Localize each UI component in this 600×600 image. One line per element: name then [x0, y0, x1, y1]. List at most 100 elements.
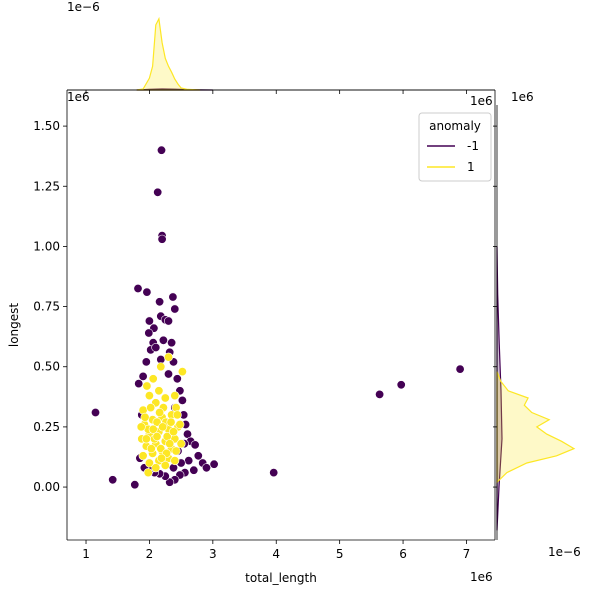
- scatter-point: [169, 427, 179, 437]
- scatter-point: [153, 187, 163, 197]
- scatter-point: [177, 395, 187, 405]
- legend-frame: [418, 112, 492, 182]
- scatter-point: [156, 444, 166, 454]
- legend-label-neg1: -1: [467, 139, 479, 153]
- scatter-point: [146, 403, 156, 413]
- legend-label-pos1: 1: [467, 160, 475, 174]
- scatter-point: [164, 369, 174, 379]
- x-tick-label: 1: [82, 547, 90, 561]
- axis-ticks: 1 2 3 4 5 6 7 0.00 0.25 0.50 0.75 1.00 1.25 1.50: [33, 90, 497, 561]
- scatter-point: [130, 480, 140, 490]
- scatter-point: [142, 287, 152, 297]
- scatter-point: [168, 292, 178, 302]
- scatter-point: [144, 316, 154, 326]
- scatter-point: [155, 297, 165, 307]
- y-axis-offset-label: 1e6: [67, 90, 90, 104]
- scatter-point: [455, 364, 465, 374]
- scatter-point: [142, 381, 152, 391]
- axis-spines: [66, 89, 496, 541]
- scatter-point: [202, 463, 212, 473]
- scatter-point: [155, 407, 165, 417]
- scatter-point: [152, 417, 162, 427]
- scatter-point: [146, 444, 156, 454]
- scatter-point: [148, 424, 158, 434]
- scatter-point: [143, 468, 153, 478]
- y-tick-label: 0.00: [33, 480, 60, 494]
- scatter-point: [269, 468, 279, 478]
- scatter-point: [158, 422, 168, 432]
- scatter-point: [156, 362, 166, 372]
- scatter-point: [165, 477, 175, 487]
- x-tick-label: 2: [146, 547, 154, 561]
- scatter-point: [152, 431, 162, 441]
- scatter-point: [134, 379, 144, 389]
- scatter-point: [170, 456, 180, 466]
- scatter-point: [170, 391, 180, 401]
- scatter-point: [164, 316, 174, 326]
- scatter-point: [157, 453, 167, 463]
- y-tick-label: 0.25: [33, 420, 60, 434]
- scatter-point: [136, 422, 146, 432]
- scatter-point: [160, 393, 170, 403]
- x-tick-label: 4: [272, 547, 280, 561]
- scatter-point: [176, 439, 186, 449]
- scatter-point: [175, 419, 185, 429]
- legend-title: anomaly: [429, 119, 481, 133]
- y-tick-label: 0.75: [33, 300, 60, 314]
- scatter-point: [144, 328, 154, 338]
- scatter-plot-area: [91, 145, 465, 490]
- x-tick-label: 3: [209, 547, 217, 561]
- scatter-point: [375, 389, 385, 399]
- scatter-point: [91, 407, 101, 417]
- scatter-point: [141, 357, 151, 367]
- series-pos1: [136, 352, 187, 478]
- scatter-point: [157, 234, 167, 244]
- legend: anomaly -1 1: [418, 112, 492, 182]
- scatter-point: [158, 335, 168, 345]
- scatter-point: [157, 145, 167, 155]
- top-marginal-x-offset-label: 1e6: [470, 94, 493, 108]
- y-axis-label: longest: [7, 303, 21, 348]
- scatter-point: [133, 283, 143, 293]
- scatter-point: [172, 410, 182, 420]
- right-marginal-y-offset-label: 1e6: [511, 90, 534, 104]
- right-marginal-offset-label: 1e−6: [548, 545, 581, 559]
- scatter-point: [209, 459, 219, 469]
- scatter-point: [171, 403, 181, 413]
- y-tick-label: 1.50: [33, 119, 60, 133]
- scatter-point: [170, 304, 180, 314]
- y-tick-label: 1.25: [33, 179, 60, 193]
- scatter-point: [151, 342, 161, 352]
- scatter-point: [108, 475, 118, 485]
- y-tick-label: 0.50: [33, 360, 60, 374]
- scatter-point: [160, 460, 170, 470]
- x-tick-label: 6: [399, 547, 407, 561]
- scatter-point: [190, 440, 200, 450]
- x-axis-offset-label: 1e6: [470, 570, 493, 584]
- scatter-point: [166, 417, 176, 427]
- top-kde-pos1: [136, 16, 201, 91]
- scatter-point: [164, 352, 174, 362]
- x-tick-label: 7: [463, 547, 471, 561]
- right-kde-pos1: [496, 371, 576, 484]
- top-marginal-offset-label: 1e−6: [67, 0, 100, 14]
- top-marginal-kde: [67, 16, 495, 91]
- scatter-point: [148, 374, 158, 384]
- scatter-point: [138, 371, 148, 381]
- scatter-point: [151, 463, 161, 473]
- scatter-point: [172, 374, 182, 384]
- x-tick-label: 5: [336, 547, 344, 561]
- scatter-point: [140, 412, 150, 422]
- scatter-point: [189, 465, 199, 475]
- right-marginal-kde: [496, 105, 576, 540]
- scatter-point: [165, 439, 175, 449]
- scatter-point: [184, 456, 194, 466]
- scatter-point: [177, 367, 187, 377]
- scatter-point: [154, 386, 164, 396]
- scatter-point: [141, 434, 151, 444]
- scatter-point: [138, 451, 148, 461]
- scatter-point: [167, 338, 177, 348]
- scatter-point: [171, 446, 181, 456]
